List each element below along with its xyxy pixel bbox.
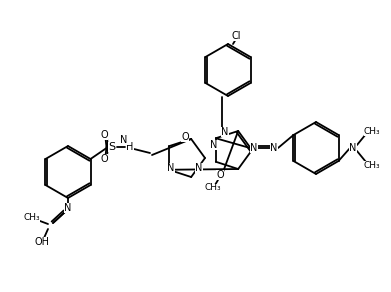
- Text: O: O: [216, 170, 224, 180]
- Text: O: O: [100, 130, 108, 140]
- Text: N: N: [167, 163, 175, 173]
- Text: CH₃: CH₃: [364, 161, 380, 169]
- Text: H: H: [126, 142, 134, 152]
- Text: CH₃: CH₃: [24, 213, 40, 223]
- Text: Cl: Cl: [231, 31, 241, 41]
- Text: N: N: [120, 135, 128, 145]
- Text: N: N: [196, 163, 203, 173]
- Text: N: N: [349, 143, 357, 153]
- Text: O: O: [100, 154, 108, 164]
- Text: CH₃: CH₃: [364, 126, 380, 135]
- Text: CH₃: CH₃: [204, 183, 221, 192]
- Text: S: S: [108, 142, 116, 152]
- Text: N: N: [210, 140, 218, 150]
- Text: N: N: [250, 143, 258, 153]
- Text: OH: OH: [34, 237, 50, 247]
- Text: N: N: [270, 143, 278, 153]
- Text: N: N: [64, 203, 72, 213]
- Text: N: N: [221, 127, 229, 137]
- Text: O: O: [181, 132, 189, 142]
